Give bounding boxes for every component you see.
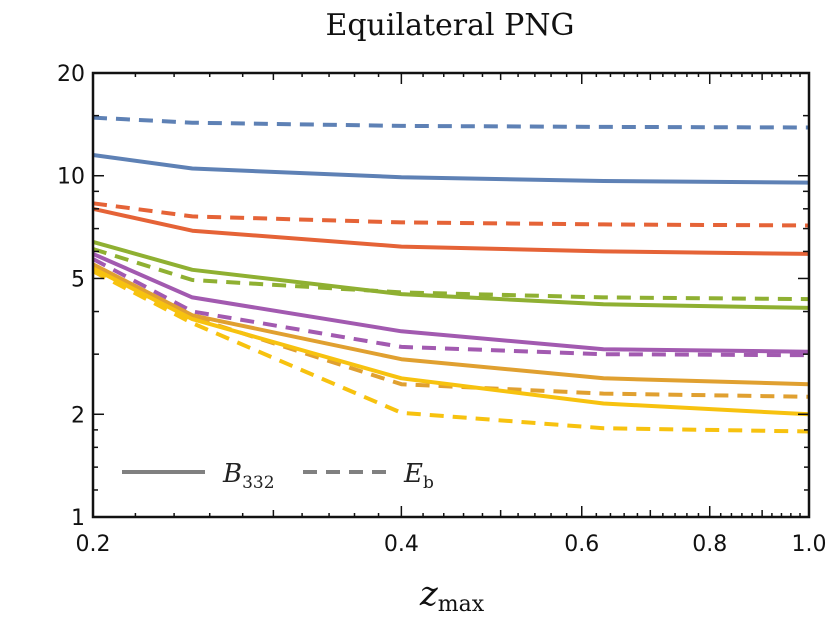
series-line-yellow-b332 (92, 266, 810, 417)
x-tick-label: 0.8 (692, 532, 727, 557)
legend-b332-main: B (222, 459, 242, 489)
series-line-red-b332 (92, 206, 810, 256)
series-layer (92, 115, 810, 434)
series-line-purple-eb (92, 257, 810, 358)
plot-frame (91, 71, 811, 519)
chart-title: Equilateral PNG (325, 8, 574, 43)
legend-b332-sub: 332 (242, 473, 274, 493)
series-line-green-eb (92, 247, 810, 302)
x-tick-label: 0.4 (384, 532, 419, 557)
x-axis-label-main: z (419, 574, 439, 614)
series-line-orange-eb (92, 265, 810, 399)
y-tick-label: 5 (71, 267, 85, 292)
legend-eb-sub: b (423, 473, 434, 493)
series-line-blue-eb (92, 115, 810, 130)
x-tick-label: 0.6 (564, 532, 599, 557)
y-tick-label: 1 (71, 506, 85, 531)
legend-eb-main: E (403, 459, 423, 489)
series-line-red-eb (92, 201, 810, 228)
x-axis-label: zmax (419, 574, 485, 617)
series-line-green-b332 (92, 239, 810, 310)
series-line-orange-b332 (92, 262, 810, 387)
y-tick-label: 10 (57, 165, 85, 190)
legend-label-b332: B332 (222, 459, 275, 493)
y-tick-label: 20 (57, 62, 85, 87)
y-tick-label: 2 (71, 403, 85, 428)
series-line-yellow-eb (92, 269, 810, 434)
ticks-layer: 1 2 5 10 20 0.2 0.4 0.6 0.8 1.0 (57, 62, 827, 557)
x-tick-label: 0.2 (76, 532, 111, 557)
series-line-blue-b332 (92, 153, 810, 185)
x-tick-label: 1.0 (792, 532, 827, 557)
x-axis-label-sub: max (438, 592, 485, 617)
series-line-purple-b332 (92, 252, 810, 354)
legend-label-eb: Eb (403, 459, 434, 493)
legend: B332 Eb (122, 459, 434, 493)
